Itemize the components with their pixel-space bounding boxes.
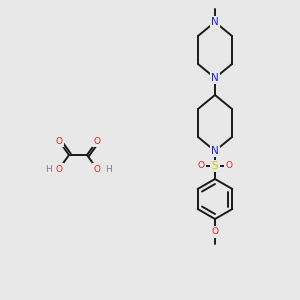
Text: H: H: [45, 164, 51, 173]
Text: O: O: [197, 161, 205, 170]
Text: O: O: [56, 164, 62, 173]
Text: N: N: [211, 146, 219, 156]
Text: S: S: [212, 161, 218, 171]
Text: O: O: [94, 136, 100, 146]
Text: H: H: [105, 164, 111, 173]
Text: N: N: [211, 73, 219, 83]
Text: O: O: [226, 161, 232, 170]
Text: O: O: [212, 227, 218, 236]
Text: N: N: [211, 17, 219, 27]
Text: O: O: [94, 164, 100, 173]
Text: O: O: [56, 136, 62, 146]
